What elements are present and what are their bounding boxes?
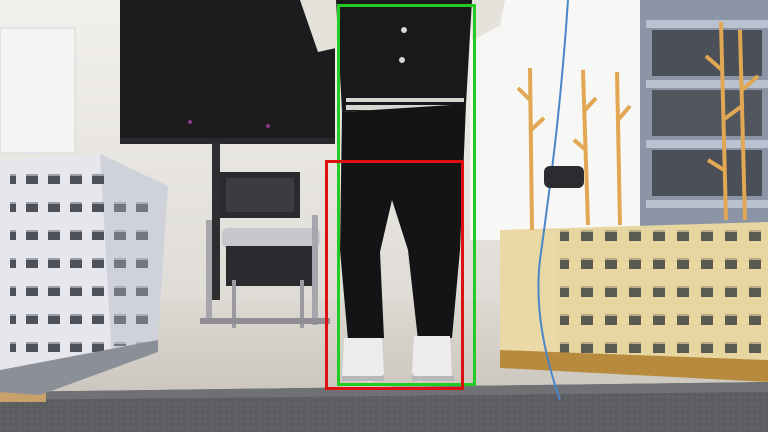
model-building-white <box>0 154 168 395</box>
whiteboard <box>0 27 76 154</box>
detection-box-green <box>337 4 476 386</box>
model-building-yellow <box>500 222 768 382</box>
office-chair <box>200 172 330 328</box>
wall-monitor <box>120 0 335 142</box>
model-trees <box>516 21 760 231</box>
person <box>300 0 505 382</box>
window-glare <box>470 0 670 240</box>
blue-cable <box>537 0 569 401</box>
detection-box-red <box>325 160 464 390</box>
